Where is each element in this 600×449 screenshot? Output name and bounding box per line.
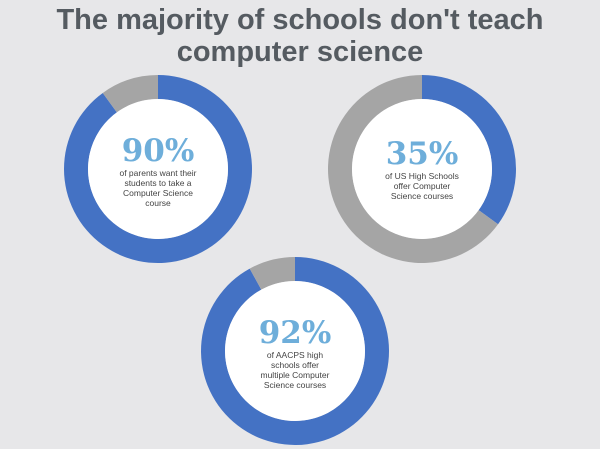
caption-line: Science courses	[264, 380, 326, 390]
caption-line: multiple Computer	[261, 370, 330, 380]
donut-center	[352, 99, 492, 239]
caption-line: Science courses	[391, 191, 453, 201]
donut-center	[225, 281, 365, 421]
caption-line: offer Computer	[394, 181, 451, 191]
caption-line: students to take a	[124, 178, 191, 188]
donut-slice-value	[422, 75, 517, 225]
title-line-1: The majority of schools don't teach	[56, 4, 544, 36]
percent-label: 35%	[386, 136, 459, 172]
caption-line: of parents want their	[119, 168, 196, 178]
donut-slice-remainder	[102, 75, 158, 113]
caption-line: of US High Schools	[385, 171, 459, 181]
caption-line: course	[145, 198, 171, 208]
percent-label: 90%	[122, 133, 195, 169]
caption-line: of AACPS high	[267, 350, 324, 360]
page-title: The majority of schools don't teach comp…	[0, 4, 600, 68]
donut-center	[88, 99, 228, 239]
title-line-2: computer science	[176, 36, 424, 68]
caption-line: schools offer	[271, 360, 319, 370]
caption-line: Computer Science	[123, 188, 193, 198]
percent-label: 92%	[259, 315, 332, 351]
donut-slice-remainder	[249, 257, 295, 290]
